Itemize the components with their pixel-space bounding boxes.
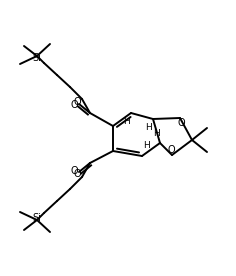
Text: O: O <box>167 145 175 155</box>
Text: H: H <box>124 118 130 126</box>
Text: H: H <box>145 123 151 131</box>
Text: Si: Si <box>33 213 42 223</box>
Text: O: O <box>70 100 78 110</box>
Text: O: O <box>73 97 81 107</box>
Text: H: H <box>143 142 149 150</box>
Text: H: H <box>154 129 160 137</box>
Text: Si: Si <box>33 53 42 63</box>
Text: O: O <box>70 166 78 176</box>
Text: O: O <box>73 169 81 179</box>
Text: O: O <box>177 118 185 128</box>
